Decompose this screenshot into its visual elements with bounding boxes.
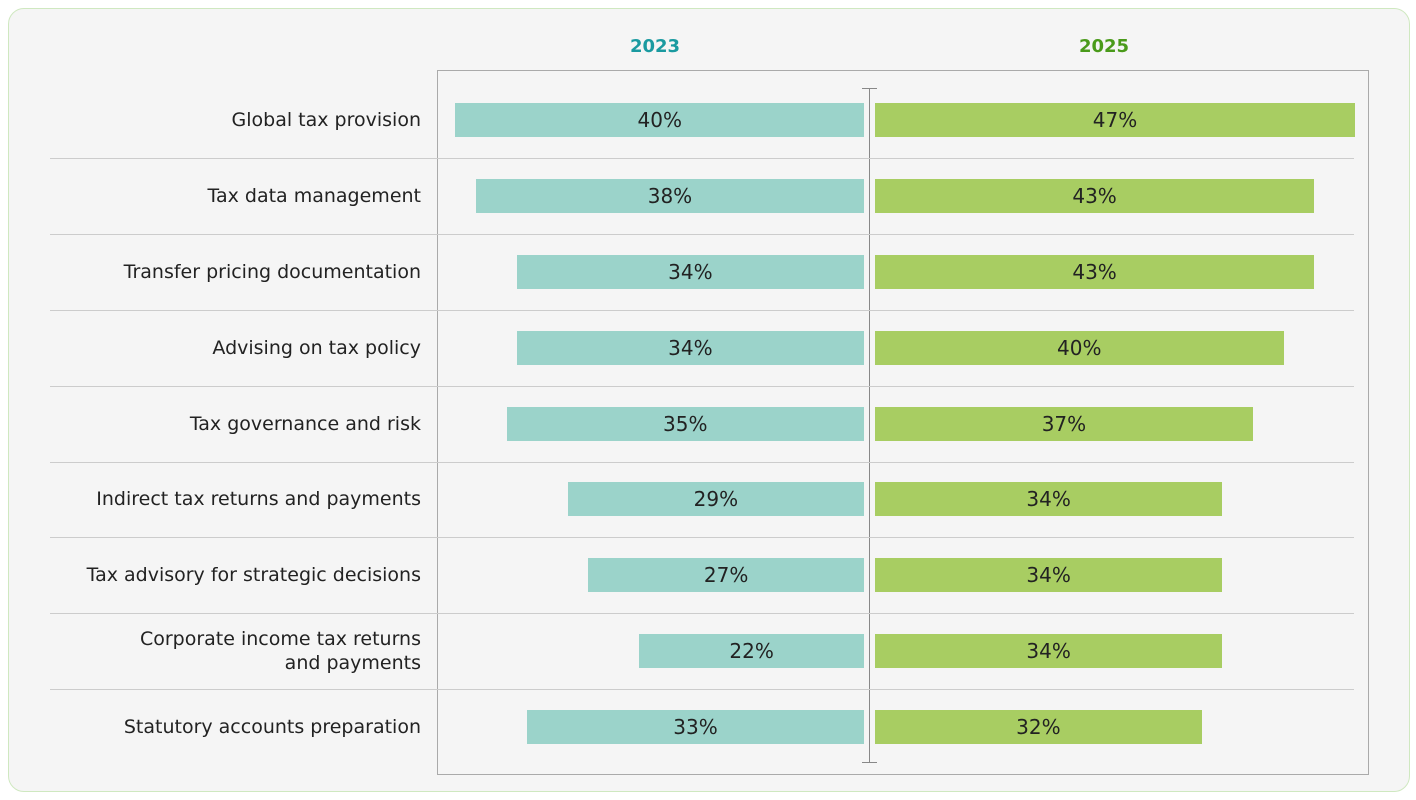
value-label: 34% <box>1026 487 1071 512</box>
value-label: 43% <box>1072 259 1117 284</box>
bar <box>875 254 1315 289</box>
value-label: 29% <box>693 487 739 512</box>
bar <box>875 406 1253 441</box>
row-separator <box>50 537 1354 538</box>
category-label: Transfer pricing documentation <box>123 260 421 283</box>
row-separator <box>50 310 1354 311</box>
value-label: 37% <box>1041 411 1087 436</box>
value-label: 27% <box>703 563 749 588</box>
row-separator <box>50 689 1354 690</box>
category-label: Tax data management <box>207 184 422 207</box>
category-label: Tax advisory for strategic decisions <box>86 564 421 587</box>
value-label: 35% <box>663 411 708 436</box>
value-label: 40% <box>637 107 682 132</box>
row-separator <box>50 158 1354 159</box>
category-label: Corporate income tax returns and payment… <box>139 628 421 675</box>
center-axis <box>869 88 870 762</box>
value-label: 34% <box>1026 563 1071 588</box>
bar <box>875 102 1355 137</box>
row-separator <box>50 386 1354 387</box>
value-label: 33% <box>673 715 718 740</box>
value-label: 22% <box>729 639 774 664</box>
bar <box>588 558 864 593</box>
bar <box>875 558 1223 593</box>
value-label: 34% <box>668 259 713 284</box>
bar <box>455 102 864 137</box>
row-separator <box>50 462 1354 463</box>
series-header: 2023 <box>629 36 681 57</box>
value-label: 40% <box>1057 335 1102 360</box>
bar <box>875 178 1315 213</box>
plot-frame <box>437 70 1369 775</box>
bar <box>875 634 1223 669</box>
value-label: 43% <box>1072 183 1117 208</box>
value-label: 34% <box>668 335 713 360</box>
axis-cap <box>862 762 877 763</box>
bar <box>526 710 864 745</box>
series-header: 2025 <box>1078 36 1130 57</box>
bar <box>506 406 864 441</box>
value-label: 34% <box>1026 639 1071 664</box>
row-separator <box>50 234 1354 235</box>
category-label: Global tax provision <box>231 108 421 131</box>
bar <box>567 482 864 517</box>
bar <box>875 482 1223 517</box>
bar <box>516 254 864 289</box>
axis-cap <box>862 88 877 89</box>
bar <box>875 330 1284 365</box>
bar <box>516 330 864 365</box>
category-label: Tax governance and risk <box>189 412 421 435</box>
value-label: 32% <box>1016 715 1061 740</box>
category-label: Indirect tax returns and payments <box>96 488 421 511</box>
bar <box>875 710 1202 745</box>
row-separator <box>50 613 1354 614</box>
category-label: Advising on tax policy <box>212 336 421 359</box>
bar <box>639 634 864 669</box>
value-label: 47% <box>1092 107 1138 132</box>
value-label: 38% <box>647 183 693 208</box>
bar <box>475 178 864 213</box>
category-label: Statutory accounts preparation <box>123 716 421 739</box>
